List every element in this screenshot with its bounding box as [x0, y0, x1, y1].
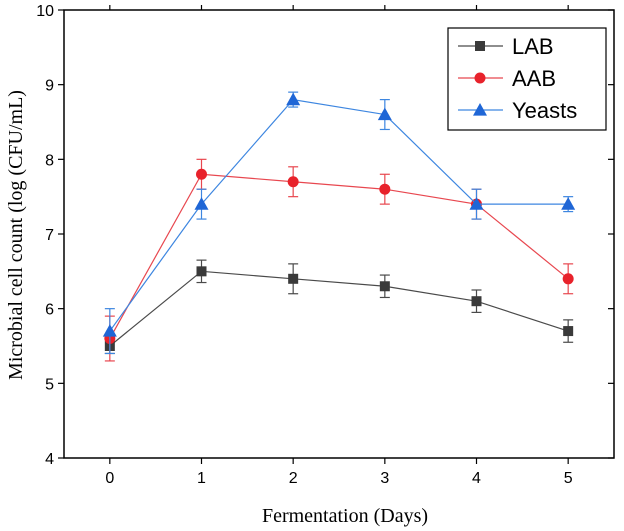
- x-tick-label: 5: [564, 470, 573, 487]
- data-point: [472, 296, 482, 306]
- data-point: [286, 93, 300, 106]
- legend-marker: [475, 41, 485, 51]
- data-point: [561, 197, 575, 210]
- legend-label: AAB: [512, 66, 556, 91]
- data-point: [379, 184, 390, 195]
- legend-label: Yeasts: [512, 98, 577, 123]
- series-layer: [103, 92, 575, 361]
- y-tick-label: 4: [45, 451, 54, 468]
- x-tick-label: 1: [197, 470, 206, 487]
- y-tick-label: 5: [45, 376, 54, 393]
- y-tick-label: 6: [45, 302, 54, 319]
- legend: LAB AAB Yeasts: [448, 28, 606, 130]
- y-tick-label: 10: [36, 3, 54, 20]
- y-tick-label: 8: [45, 152, 54, 169]
- series-line: [110, 271, 568, 346]
- data-point: [380, 281, 390, 291]
- x-tick-label: 2: [289, 470, 298, 487]
- legend-label: LAB: [512, 34, 554, 59]
- series-line: [110, 174, 568, 338]
- x-tick-label: 3: [380, 470, 389, 487]
- chart: 0 1 2 3 4 5 4 5 6 7 8 9 10 LAB AAB Yeasts Fermentation…: [0, 0, 624, 531]
- data-point: [288, 176, 299, 187]
- series-aab: [104, 159, 573, 361]
- y-axis-title: Microbial cell count (log (CFU/mL): [5, 90, 27, 380]
- data-point: [197, 266, 207, 276]
- legend-marker: [475, 73, 486, 84]
- y-tick-label: 7: [45, 227, 54, 244]
- y-tick-label: 9: [45, 78, 54, 95]
- data-point: [288, 274, 298, 284]
- series-lab: [105, 260, 573, 353]
- x-axis-title: Fermentation (Days): [262, 505, 428, 527]
- data-point: [196, 169, 207, 180]
- data-point: [563, 273, 574, 284]
- data-point: [563, 326, 573, 336]
- x-tick-label: 0: [105, 470, 114, 487]
- x-tick-label: 4: [472, 470, 481, 487]
- series-yeasts: [103, 92, 575, 353]
